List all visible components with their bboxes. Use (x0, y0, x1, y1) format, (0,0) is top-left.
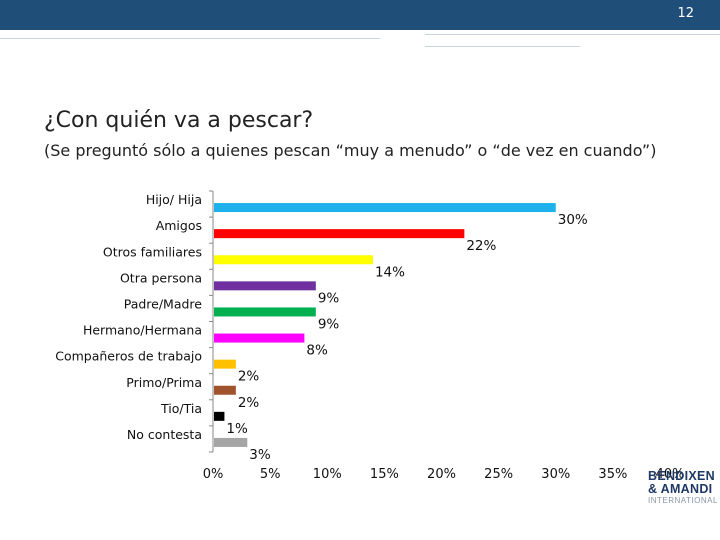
bar (214, 307, 316, 317)
logo-line-2: & AMANDI (648, 482, 713, 496)
header-bar: 12 (0, 0, 720, 30)
category-label: Otros familiares (103, 244, 202, 259)
category-label: Padre/Madre (124, 296, 203, 311)
bar (214, 385, 236, 395)
x-tick-label: 10% (313, 467, 342, 482)
slide-subtitle: (Se preguntó sólo a quienes pescan “muy … (44, 141, 657, 160)
bar (214, 203, 556, 213)
x-tick-label: 15% (370, 467, 399, 482)
data-label: 8% (306, 343, 328, 359)
header-decoration-line (0, 38, 380, 39)
category-label: Tio/Tia (160, 401, 202, 416)
bar (214, 411, 225, 421)
bar (214, 359, 236, 369)
x-tick-label: 40% (656, 467, 685, 482)
data-label: 2% (238, 395, 260, 411)
x-tick-label: 0% (203, 467, 224, 482)
bar (214, 333, 305, 343)
x-tick-label: 30% (541, 467, 570, 482)
x-tick-label: 20% (427, 467, 456, 482)
bar (214, 437, 248, 447)
category-label: Primo/Prima (126, 375, 202, 390)
x-tick-label: 5% (260, 467, 281, 482)
data-label: 14% (375, 264, 405, 280)
header-decoration-line (425, 34, 720, 35)
slide-title: ¿Con quién va a pescar? (44, 108, 314, 133)
category-label: Otra persona (120, 270, 202, 285)
data-label: 2% (238, 369, 260, 385)
data-label: 1% (226, 421, 248, 437)
logo-line-1: BENDIXEN (648, 469, 715, 483)
company-logo: BENDIXEN & AMANDI INTERNATIONAL (648, 469, 718, 506)
x-tick-label: 35% (598, 467, 627, 482)
header-decoration-line (425, 46, 580, 47)
page-number: 12 (677, 6, 694, 21)
category-label: Compañeros de trabajo (55, 349, 202, 364)
bar (214, 229, 465, 239)
logo-line-3: INTERNATIONAL (648, 496, 718, 505)
data-label: 9% (318, 316, 340, 332)
data-label: 9% (318, 290, 340, 306)
data-label: 22% (466, 238, 496, 254)
category-label: Amigos (156, 218, 202, 233)
x-tick-label: 25% (484, 467, 513, 482)
category-label: No contesta (127, 427, 202, 442)
bar (214, 255, 373, 265)
data-label: 3% (249, 447, 271, 463)
data-label: 30% (558, 212, 588, 228)
category-label: Hermano/Hermana (83, 323, 202, 338)
category-label: Hijo/ Hija (146, 192, 202, 207)
bar (214, 281, 316, 291)
